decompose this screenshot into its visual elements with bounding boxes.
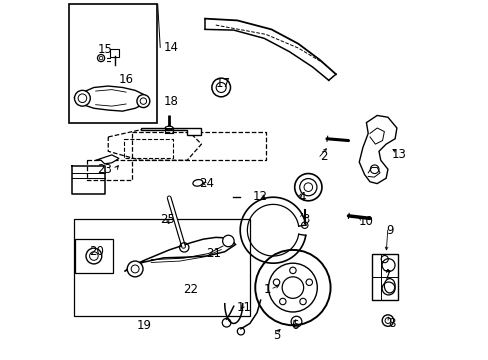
Circle shape: [216, 82, 226, 93]
Text: 12: 12: [253, 190, 267, 203]
Bar: [371, 253, 397, 300]
Text: 2: 2: [319, 150, 326, 163]
Bar: [74, 220, 249, 316]
Text: 4: 4: [298, 192, 305, 204]
Circle shape: [131, 265, 139, 273]
Text: 23: 23: [97, 163, 112, 176]
Text: 9: 9: [385, 224, 393, 237]
Circle shape: [137, 95, 149, 108]
Circle shape: [78, 94, 86, 103]
Text: 20: 20: [89, 245, 103, 258]
Polygon shape: [140, 128, 201, 135]
Text: 16: 16: [119, 73, 133, 86]
Text: 14: 14: [163, 41, 178, 54]
Circle shape: [222, 235, 234, 247]
Bar: [75, 239, 113, 273]
Text: 25: 25: [160, 213, 175, 226]
Text: 1: 1: [264, 283, 271, 296]
Polygon shape: [74, 86, 147, 111]
Bar: [69, 4, 156, 123]
Text: 19: 19: [136, 319, 151, 332]
Text: 3: 3: [301, 213, 308, 226]
Text: 15: 15: [97, 42, 112, 55]
Ellipse shape: [165, 126, 173, 130]
Circle shape: [127, 261, 142, 277]
Text: 24: 24: [199, 177, 214, 190]
Text: 8: 8: [387, 317, 394, 330]
Circle shape: [140, 98, 146, 104]
Text: 17: 17: [215, 77, 230, 90]
Text: 22: 22: [183, 283, 198, 296]
Text: 7: 7: [384, 269, 391, 282]
Text: 18: 18: [163, 95, 178, 108]
Polygon shape: [96, 155, 119, 164]
Polygon shape: [124, 237, 235, 271]
Text: 11: 11: [237, 301, 251, 314]
Ellipse shape: [192, 180, 203, 186]
Text: 5: 5: [272, 329, 280, 342]
Text: 10: 10: [358, 215, 373, 228]
Text: 13: 13: [390, 148, 406, 161]
Text: 21: 21: [206, 247, 221, 260]
FancyBboxPatch shape: [110, 49, 119, 57]
Text: 6: 6: [290, 319, 298, 332]
Circle shape: [74, 90, 90, 106]
Polygon shape: [359, 116, 396, 184]
Circle shape: [211, 78, 230, 97]
